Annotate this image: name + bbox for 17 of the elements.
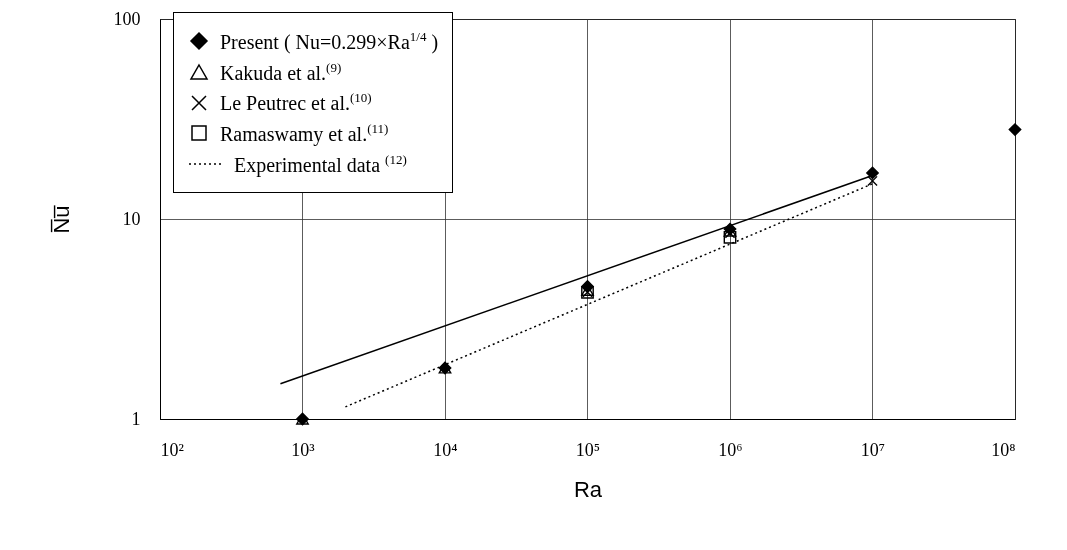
- x-tick-label: 10⁸: [991, 439, 1016, 460]
- x-tick-label: 10⁷: [860, 439, 886, 460]
- x-tick-label: 10²: [160, 439, 184, 460]
- x-tick-label: 10⁵: [575, 439, 601, 460]
- x-tick-label: 10⁶: [718, 439, 743, 460]
- x-axis-title: Ra: [573, 476, 603, 502]
- y-tick-label: 100: [113, 8, 141, 29]
- legend-label: Ramaswamy et al.$^{(11)}$: [220, 120, 389, 146]
- y-tick-label: 1: [131, 408, 141, 429]
- y-axis-title: N̅u̅: [48, 204, 74, 234]
- legend-label: Present ( Nu=0.299×Ra$^{1/4}$ ): [220, 29, 439, 54]
- legend-label: Kakuda et al.$^{(9)}$: [220, 59, 342, 85]
- x-tick-label: 10³: [291, 439, 316, 460]
- legend-label: Le Peutrec et al.$^{(10)}$: [220, 90, 372, 115]
- y-tick-label: 10: [122, 208, 141, 229]
- legend-label: Experimental data $^{(12)}$: [234, 151, 407, 177]
- x-tick-label: 10⁴: [433, 439, 458, 460]
